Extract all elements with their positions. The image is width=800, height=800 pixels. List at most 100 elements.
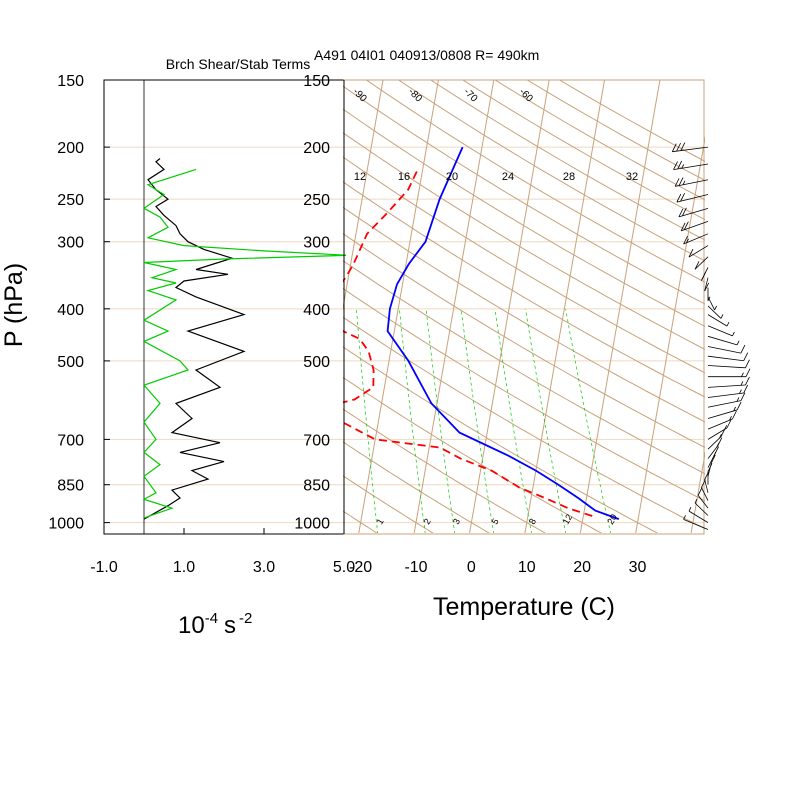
- wind-barb: [704, 471, 710, 493]
- left-x-ticks: -1.0 1.0 3.0 5.0: [90, 528, 355, 576]
- shear-term-line: [143, 158, 246, 520]
- dry-adiabat: [343, 316, 705, 530]
- x-tick-label: 0: [467, 559, 476, 576]
- isotherm-line: [343, 80, 384, 311]
- barb-flag: [745, 368, 751, 377]
- barb-flag: [701, 272, 706, 281]
- pressure-tick-label: 1000: [48, 516, 84, 533]
- wind-barb: [694, 256, 709, 270]
- pressure-tick-label: 400: [57, 302, 84, 319]
- barb-half-flag: [724, 425, 728, 430]
- pressure-guide-lines: [344, 80, 704, 524]
- pressure-tick-label: 850: [303, 478, 330, 495]
- barb-flag: [707, 463, 713, 472]
- barb-staff: [707, 365, 746, 369]
- barb-half-flag: [720, 314, 724, 319]
- dry-adiabat: [430, 80, 705, 241]
- dry-adiabat: [343, 346, 659, 533]
- isotherm-line: [192, 80, 272, 534]
- wind-barb: [707, 305, 724, 319]
- dry-adiabat: [559, 80, 705, 162]
- barb-staff: [707, 427, 728, 440]
- right-panel-title: A491 04I01 040913/0808 R= 490km: [314, 47, 539, 63]
- barb-staff: [707, 355, 744, 362]
- wind-barb: [707, 335, 740, 346]
- pressure-tick-label: 150: [303, 73, 330, 90]
- barb-staff: [707, 392, 744, 398]
- barb-staff: [707, 384, 746, 388]
- dry-adiabat: [527, 80, 705, 181]
- barb-flag: [688, 248, 694, 258]
- barb-flag: [677, 160, 683, 170]
- isotherm-line: [579, 80, 661, 533]
- wind-barb: [707, 437, 723, 459]
- barb-flag: [671, 143, 677, 152]
- wind-barb: [697, 487, 709, 509]
- barb-half-flag: [694, 498, 698, 504]
- barb-flag: [676, 142, 681, 152]
- barb-staff: [707, 314, 728, 327]
- x-tick-label: -20: [349, 559, 372, 576]
- mixing-ratio-line: [565, 308, 611, 533]
- pressure-tick-label: 300: [57, 235, 84, 252]
- dry-adiabat: [398, 80, 705, 262]
- wind-barb: [708, 368, 751, 378]
- wind-barb: [707, 376, 750, 388]
- dry-adiabat: [0, 80, 322, 534]
- mixing-ratio-label: 5: [490, 517, 501, 526]
- barb-staff: [672, 146, 709, 153]
- wind-barb: [683, 233, 709, 245]
- mixing-ratio-label: 12: [561, 512, 575, 526]
- dry-adiabat: [343, 233, 705, 449]
- isotherm-line: [635, 135, 705, 533]
- isotherm-line: [524, 80, 606, 533]
- barb-half-flag: [688, 506, 692, 512]
- wind-barb: [678, 207, 709, 218]
- barb-half-flag: [739, 389, 742, 394]
- mixing-ratio-line: [525, 308, 566, 533]
- wind-barb: [674, 177, 709, 187]
- barb-flag: [697, 487, 703, 496]
- isotherm-line: [469, 80, 550, 533]
- barb-half-flag: [682, 180, 686, 185]
- mixing-ratio-line: [399, 308, 426, 533]
- mixing-ratio-label: 2: [422, 517, 433, 526]
- dry-adiabat: [343, 408, 547, 533]
- barb-staff: [707, 296, 715, 311]
- barb-flag: [694, 261, 700, 270]
- wind-barb: [683, 515, 709, 530]
- temperature-profile: [386, 146, 620, 520]
- barb-half-flag: [716, 443, 720, 448]
- wind-barb: [688, 245, 709, 258]
- barb-flag: [674, 178, 680, 187]
- barb-staff: [707, 325, 733, 337]
- barb-half-flag: [740, 381, 744, 386]
- barb-staff: [678, 207, 709, 218]
- mixing-ratio-line: [494, 308, 532, 533]
- barb-staff: [707, 400, 741, 408]
- svg-text:10-4s-2: 10-4 s -2: [178, 610, 252, 639]
- pressure-tick-label: 250: [303, 192, 330, 209]
- pressure-tick-label: 300: [303, 235, 330, 252]
- mixing-ratio-label: 32: [626, 171, 638, 183]
- barb-flag: [682, 207, 687, 217]
- barb-flag: [678, 208, 684, 218]
- mixing-ratio-label: 12: [354, 171, 366, 183]
- barb-half-flag: [683, 515, 686, 520]
- x-tick-label: -10: [404, 559, 427, 576]
- barb-staff: [680, 221, 709, 232]
- barb-flag: [720, 428, 726, 437]
- mixing-ratio-line: [460, 308, 495, 533]
- isotherm-line: [82, 80, 162, 534]
- dry-adiabat: [366, 80, 705, 283]
- pressure-tick-label: 150: [57, 73, 84, 90]
- barb-half-flag: [713, 451, 717, 457]
- left-pressure-ticks: 150 200 250 300 400 500 700 850 1000: [48, 73, 110, 533]
- pressure-tick-label: 200: [57, 140, 84, 157]
- barb-staff: [697, 495, 709, 509]
- barb-staff: [707, 418, 733, 430]
- barb-half-flag: [733, 406, 736, 412]
- barb-flag: [683, 235, 688, 245]
- barb-staff: [704, 277, 709, 292]
- mixing-ratio-label: 8: [527, 517, 538, 526]
